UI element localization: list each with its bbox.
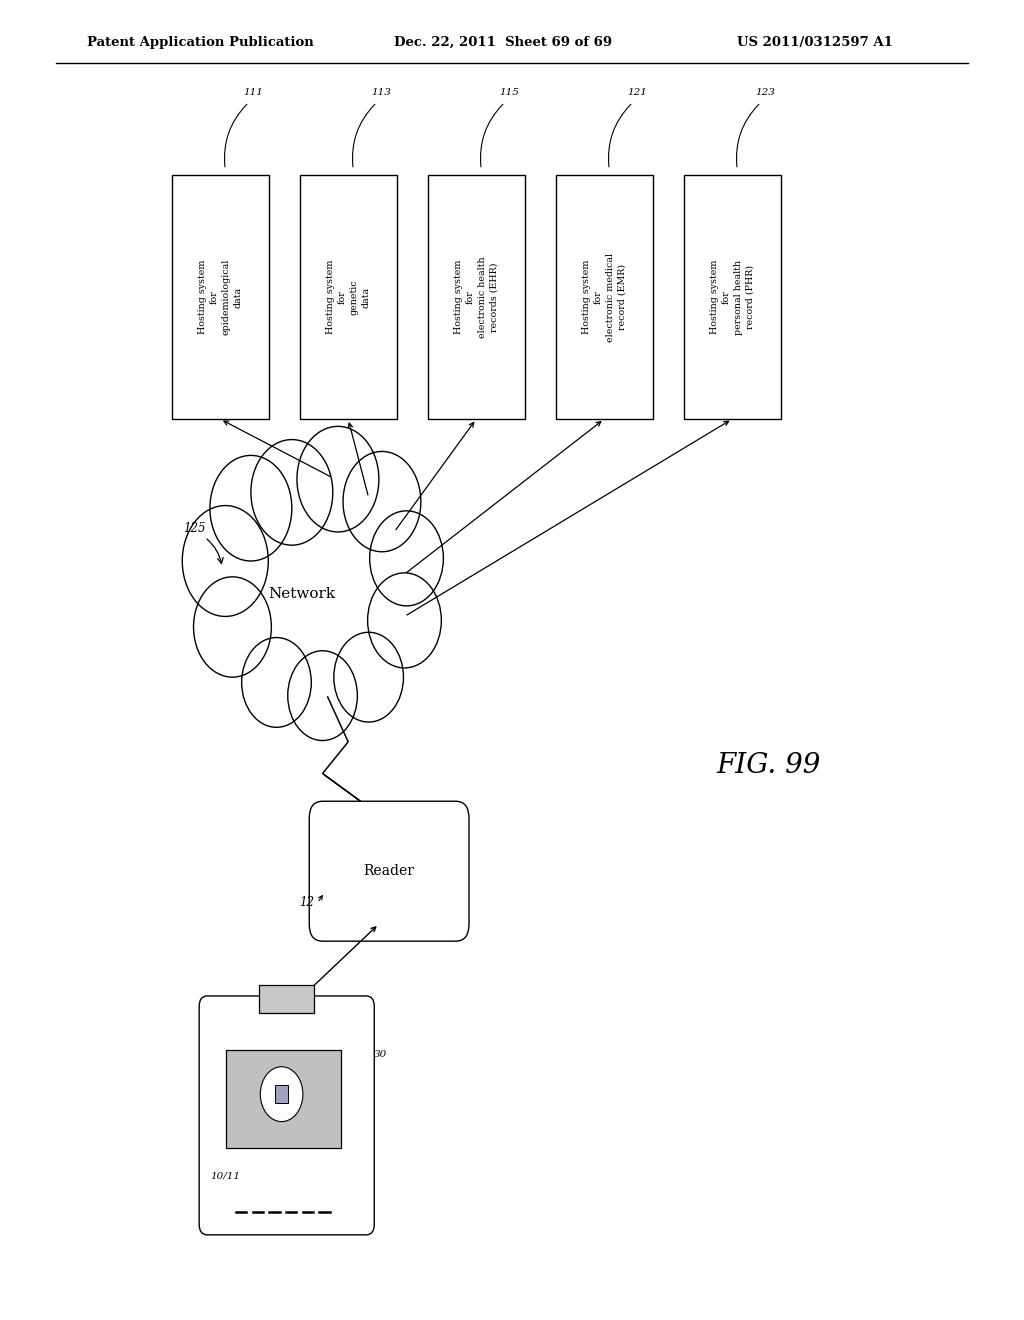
- Text: 30: 30: [375, 1049, 387, 1059]
- Bar: [684, 176, 780, 420]
- Bar: [555, 176, 653, 420]
- Circle shape: [210, 455, 292, 561]
- Text: 123: 123: [755, 88, 775, 96]
- Text: Patent Application Publication: Patent Application Publication: [87, 36, 313, 49]
- FancyBboxPatch shape: [199, 995, 375, 1236]
- Text: 12: 12: [299, 896, 314, 909]
- Text: 125: 125: [183, 521, 206, 535]
- Text: Hosting system
for
personal health
record (PHR): Hosting system for personal health recor…: [710, 260, 755, 334]
- Bar: [226, 1051, 341, 1148]
- Text: Hosting system
for
electronic health
records (EHR): Hosting system for electronic health rec…: [454, 256, 499, 338]
- Circle shape: [370, 511, 443, 606]
- Text: FIG. 99: FIG. 99: [717, 752, 821, 779]
- Circle shape: [182, 506, 268, 616]
- Text: Reader: Reader: [364, 865, 415, 878]
- Circle shape: [288, 651, 357, 741]
- Bar: [274, 1085, 289, 1104]
- Text: US 2011/0312597 A1: US 2011/0312597 A1: [737, 36, 893, 49]
- Ellipse shape: [213, 475, 423, 700]
- Bar: [300, 176, 397, 420]
- Text: 10/11: 10/11: [211, 1172, 241, 1181]
- Text: Hosting system
for
genetic
data: Hosting system for genetic data: [326, 260, 371, 334]
- Circle shape: [297, 426, 379, 532]
- FancyBboxPatch shape: [259, 985, 314, 1012]
- Text: 115: 115: [499, 88, 519, 96]
- Circle shape: [251, 440, 333, 545]
- Bar: [428, 176, 525, 420]
- Text: Hosting system
for
epidemiological
data: Hosting system for epidemiological data: [198, 259, 243, 335]
- Circle shape: [260, 1067, 303, 1122]
- Text: 121: 121: [627, 88, 647, 96]
- Text: 111: 111: [243, 88, 263, 96]
- Text: Network: Network: [268, 587, 336, 601]
- Text: 113: 113: [371, 88, 391, 96]
- Text: Dec. 22, 2011  Sheet 69 of 69: Dec. 22, 2011 Sheet 69 of 69: [394, 36, 612, 49]
- Circle shape: [343, 451, 421, 552]
- Circle shape: [368, 573, 441, 668]
- Text: Hosting system
for
electronic medical
record (EMR): Hosting system for electronic medical re…: [582, 252, 627, 342]
- Circle shape: [334, 632, 403, 722]
- Circle shape: [242, 638, 311, 727]
- Circle shape: [194, 577, 271, 677]
- FancyBboxPatch shape: [309, 801, 469, 941]
- Bar: [171, 176, 268, 420]
